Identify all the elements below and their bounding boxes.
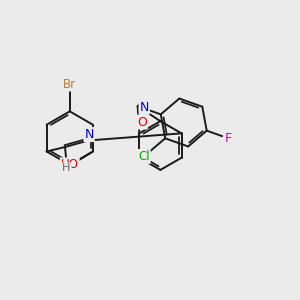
Text: N: N [84, 128, 94, 141]
Text: F: F [225, 132, 232, 145]
Text: Br: Br [63, 77, 76, 91]
Text: O: O [137, 116, 147, 128]
Text: H: H [62, 164, 71, 173]
Text: Cl: Cl [138, 150, 150, 163]
Text: HO: HO [61, 158, 79, 171]
Text: N: N [140, 100, 149, 114]
